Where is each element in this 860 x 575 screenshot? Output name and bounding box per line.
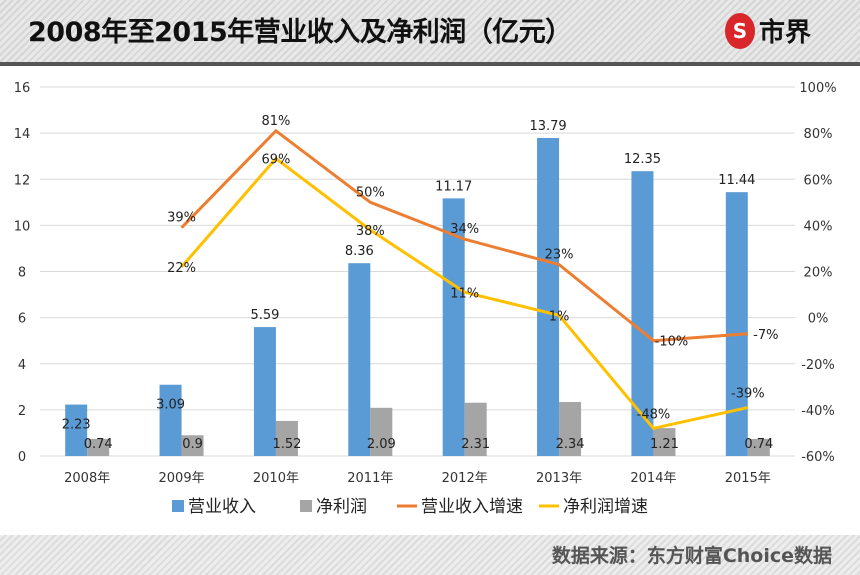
- bar-profit: [464, 402, 487, 456]
- bar-revenue: [159, 384, 182, 456]
- footer: 数据来源：东方财富Choice数据: [0, 535, 860, 575]
- x-tick-label: 2008年: [64, 471, 110, 486]
- bar-revenue: [442, 198, 465, 456]
- left-tick-label: 2: [18, 404, 26, 419]
- right-tick-label: 20%: [804, 266, 833, 281]
- left-tick-label: 0: [18, 450, 26, 465]
- data-label-revenue-growth: 81%: [261, 114, 290, 129]
- data-label-revenue: 11.17: [435, 179, 472, 194]
- x-tick-label: 2013年: [536, 471, 582, 486]
- right-tick-label: 0%: [808, 312, 829, 327]
- data-label-profit-growth: 1%: [549, 309, 570, 324]
- legend-label: 净利润增速: [563, 497, 648, 517]
- legend-swatch: [300, 500, 312, 512]
- header: 2008年至2015年营业收入及净利润（亿元） S 市界: [0, 0, 860, 66]
- data-label-profit: 0.74: [744, 437, 773, 452]
- bar-profit: [370, 407, 393, 456]
- legend-label: 净利润: [316, 497, 367, 517]
- data-label-profit-growth: 11%: [450, 286, 479, 301]
- bar-profit: [275, 420, 298, 456]
- data-label-revenue-growth: 50%: [356, 185, 385, 200]
- left-tick-label: 10: [14, 219, 31, 234]
- legend-label: 营业收入增速: [421, 497, 523, 517]
- line-profit-growth: [180, 156, 749, 430]
- data-label-profit: 2.31: [461, 437, 490, 452]
- bar-profit: [747, 438, 770, 456]
- data-label-revenue-growth: 23%: [545, 248, 574, 263]
- left-tick-label: 14: [14, 127, 31, 142]
- data-label-profit: 0.74: [84, 437, 113, 452]
- bar-revenue: [537, 137, 560, 456]
- data-label-profit-growth: -39%: [731, 387, 765, 402]
- left-tick-label: 12: [14, 173, 31, 188]
- x-tick-label: 2009年: [159, 471, 205, 486]
- data-label-revenue: 8.36: [345, 244, 374, 259]
- x-tick-label: 2011年: [347, 471, 393, 486]
- data-source: 数据来源：东方财富Choice数据: [551, 545, 832, 567]
- left-tick-label: 16: [14, 81, 31, 96]
- data-label-revenue-growth: 34%: [450, 222, 479, 237]
- right-tick-label: 100%: [799, 81, 836, 96]
- bar-revenue: [631, 171, 654, 456]
- data-label-profit-growth: -48%: [637, 407, 671, 422]
- legend-label: 营业收入: [188, 497, 256, 517]
- right-tick-label: 40%: [804, 219, 833, 234]
- left-tick-label: 8: [18, 266, 26, 281]
- right-tick-label: -20%: [801, 358, 835, 373]
- x-tick-label: 2010年: [253, 471, 299, 486]
- legend-swatch: [172, 500, 184, 512]
- data-label-revenue: 13.79: [529, 119, 566, 134]
- bar-profit: [87, 438, 110, 456]
- bar-revenue: [65, 404, 88, 456]
- data-label-profit-growth: 69%: [261, 152, 290, 167]
- data-label-revenue: 3.09: [156, 398, 185, 413]
- bar-profit: [559, 402, 582, 456]
- right-tick-label: 80%: [804, 127, 833, 142]
- line-revenue-growth: [180, 128, 748, 343]
- data-label-revenue: 11.44: [718, 173, 755, 188]
- data-label-revenue-growth: -10%: [655, 335, 689, 350]
- right-tick-label: -40%: [801, 404, 835, 419]
- data-label-revenue: 5.59: [250, 308, 279, 323]
- data-label-revenue: 2.23: [62, 418, 91, 433]
- data-label-profit: 0.9: [182, 437, 203, 452]
- data-label-revenue-growth: -7%: [753, 328, 778, 343]
- right-tick-label: 60%: [804, 173, 833, 188]
- data-label-profit: 1.52: [272, 437, 301, 452]
- bar-profit: [653, 428, 676, 456]
- bar-revenue: [348, 263, 371, 456]
- x-tick-label: 2012年: [442, 471, 488, 486]
- right-tick-label: -60%: [801, 450, 835, 465]
- bar-revenue: [253, 327, 276, 456]
- x-tick-label: 2014年: [630, 471, 676, 486]
- x-tick-label: 2015年: [725, 471, 771, 486]
- bar-revenue: [725, 192, 748, 456]
- bar-profit: [181, 435, 204, 456]
- logo-icon: S: [725, 12, 755, 49]
- logo-text: 市界: [759, 18, 812, 48]
- chart: 0 -60%2 -40%4 -20%6 0%8 20%10 40%12 60%14 80%16 1…: [14, 81, 837, 517]
- data-label-profit: 1.21: [650, 437, 679, 452]
- page-title: 2008年至2015年营业收入及净利润（亿元）: [28, 17, 572, 48]
- left-tick-label: 4: [18, 358, 26, 373]
- data-label-revenue-growth: 39%: [167, 211, 196, 226]
- data-label-profit-growth: 38%: [356, 224, 385, 239]
- data-label-profit: 2.09: [367, 437, 396, 452]
- data-label-profit: 2.34: [556, 437, 585, 452]
- data-label-revenue: 12.35: [624, 152, 661, 167]
- logo: S 市界: [725, 12, 811, 49]
- left-tick-label: 6: [18, 312, 26, 327]
- data-label-profit-growth: 22%: [167, 261, 196, 276]
